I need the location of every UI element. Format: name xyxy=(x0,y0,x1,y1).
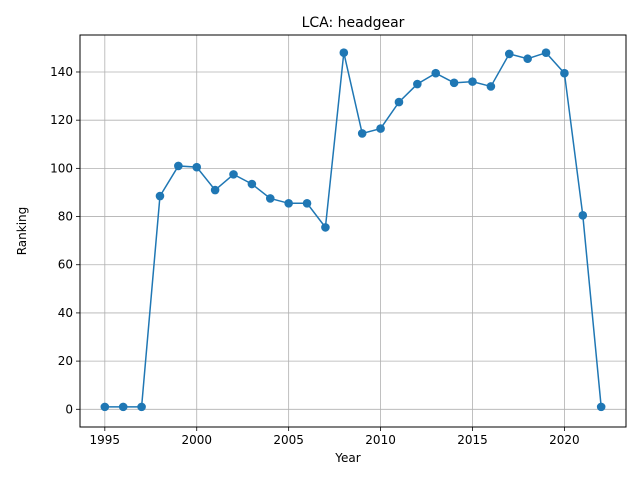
data-point xyxy=(321,223,330,232)
data-point xyxy=(174,161,183,171)
data-point xyxy=(155,191,165,201)
x-axis-label: Year xyxy=(334,451,360,465)
data-point xyxy=(229,170,238,179)
data-point xyxy=(560,68,569,78)
data-point xyxy=(192,162,202,172)
data-point xyxy=(468,77,477,86)
y-axis-label: Ranking xyxy=(15,207,29,256)
y-tick-label: 100 xyxy=(50,161,73,175)
data-point xyxy=(265,194,275,203)
data-point xyxy=(302,198,312,208)
x-tick-label: 2010 xyxy=(365,433,396,447)
data-point xyxy=(376,124,385,133)
plot-frame xyxy=(79,34,627,428)
data-point xyxy=(394,97,404,107)
data-point xyxy=(523,54,532,64)
data-point xyxy=(210,185,220,195)
chart-title: LCA: headgear xyxy=(302,15,405,31)
y-tick-label: 0 xyxy=(65,402,73,416)
data-point xyxy=(100,402,110,412)
y-tick-label: 20 xyxy=(58,354,73,368)
data-point xyxy=(357,129,367,138)
data-point xyxy=(413,79,422,89)
data-point xyxy=(541,48,551,58)
data-point xyxy=(247,179,257,189)
data-point xyxy=(486,82,496,91)
data-point xyxy=(578,211,588,220)
data-point xyxy=(137,402,146,412)
x-tick-label: 1995 xyxy=(90,433,121,447)
y-tick-label: 40 xyxy=(58,306,73,320)
series-line xyxy=(104,51,602,408)
x-tick-label: 2000 xyxy=(181,433,212,447)
axis-ticks: 1995 2000 2005 2010 2015 2020 0 20 40 60 80 100 120 1… xyxy=(50,65,580,447)
x-tick-label: 2015 xyxy=(457,433,488,447)
y-tick-label: 120 xyxy=(50,113,73,127)
y-tick-label: 140 xyxy=(50,65,73,79)
x-tick-label: 2020 xyxy=(549,433,580,447)
data-points xyxy=(100,48,606,412)
data-point xyxy=(118,402,128,412)
y-tick-label: 80 xyxy=(58,210,73,224)
data-point xyxy=(339,48,349,58)
y-tick-label: 60 xyxy=(58,258,73,272)
grid-lines xyxy=(80,35,626,427)
data-point xyxy=(596,402,606,412)
x-tick-label: 2005 xyxy=(273,433,304,447)
data-point xyxy=(504,49,514,59)
data-point xyxy=(284,198,293,208)
data-point xyxy=(431,68,441,78)
data-point xyxy=(449,78,459,88)
